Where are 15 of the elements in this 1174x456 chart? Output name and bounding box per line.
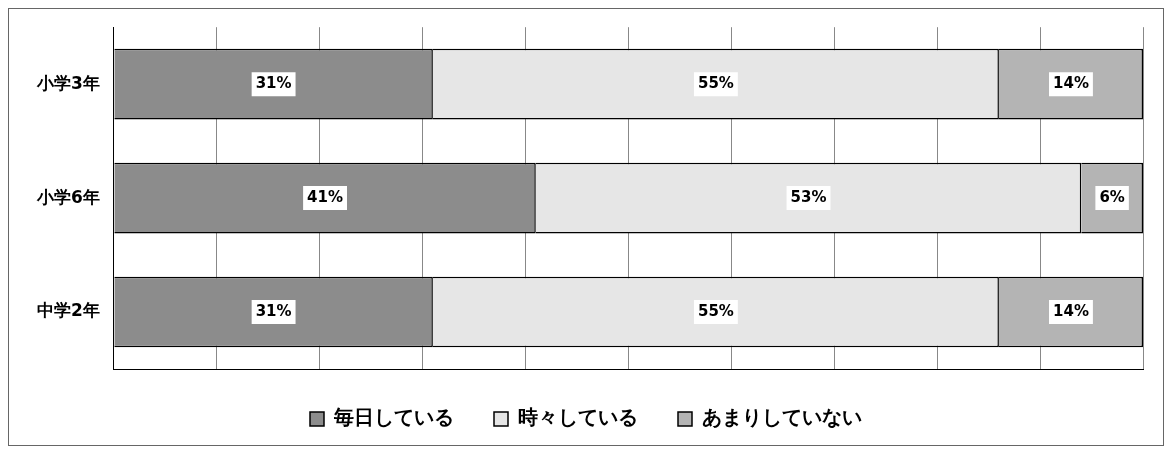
y-tick-label: 小学3年 [35,72,100,93]
legend-label: 時々している [518,405,638,430]
legend-label: あまりしていない [702,405,862,430]
data-label: 6% [1099,187,1125,206]
data-label: 55% [697,301,734,320]
data-label: 14% [1053,301,1089,320]
data-label: 55% [697,74,734,93]
data-label: 14% [1053,74,1089,93]
data-label: 53% [790,187,827,206]
data-label: 41% [307,187,344,206]
data-label: 31% [255,301,292,320]
y-tick-label: 小学6年 [35,186,100,207]
y-tick-label: 中学2年 [36,300,100,321]
data-label: 31% [255,74,292,93]
legend-label: 毎日している [333,405,454,430]
